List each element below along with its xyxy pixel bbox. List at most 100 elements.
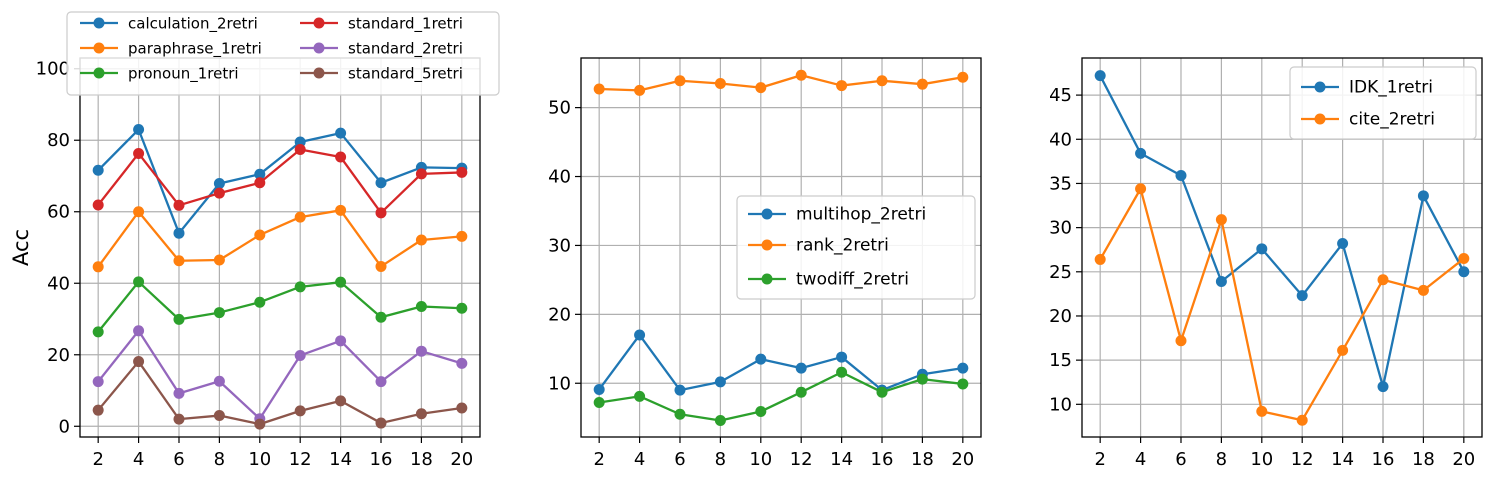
legend-marker (761, 273, 773, 285)
data-point (634, 329, 646, 341)
data-point (1337, 344, 1349, 356)
series-line (97, 329, 463, 420)
data-point (173, 255, 185, 267)
series-IDK_1retri (1094, 70, 1470, 393)
data-point (456, 166, 468, 178)
data-point (916, 78, 928, 90)
data-point (133, 356, 145, 368)
chart-panel-2: 2 4 6 8 10 12 14 16 18 20 10 20 30 40 50 multihop_2retr… (548, 57, 982, 470)
data-point (1377, 274, 1389, 286)
y-tick-label: 40 (548, 167, 571, 188)
legend-item: calculation_2retri (80, 15, 258, 34)
series-standard_1retri (92, 144, 468, 219)
data-point (335, 335, 347, 347)
series-line (97, 148, 462, 214)
x-tick-label: 12 (1291, 449, 1314, 470)
legend-marker (93, 67, 105, 79)
data-point (1296, 290, 1308, 302)
series-twodiff_2retri (593, 366, 969, 426)
x-tick-label: 4 (634, 449, 645, 470)
legend-label: paraphrase_1retri (128, 40, 262, 59)
x-tick-label: 14 (1331, 449, 1354, 470)
series-rank_2retri (593, 69, 969, 96)
data-point (335, 395, 347, 407)
data-point (957, 378, 969, 390)
legend-label: twodiff_2retri (796, 270, 909, 290)
data-point (335, 127, 347, 139)
data-point (674, 75, 686, 87)
x-tick-label: 18 (410, 449, 433, 470)
y-tick-label: 0 (59, 416, 70, 437)
data-point (1256, 243, 1268, 255)
data-point (254, 168, 266, 180)
legend-label: cite_2retri (1349, 110, 1435, 130)
data-point (1215, 214, 1227, 226)
legend-label: calculation_2retri (128, 15, 258, 34)
data-point (957, 362, 969, 374)
x-tick-label: 2 (593, 449, 604, 470)
data-point (674, 408, 686, 420)
x-tick-label: 18 (911, 449, 934, 470)
data-point (133, 325, 145, 337)
y-tick-label: 10 (1049, 394, 1072, 415)
y-tick-label: 60 (47, 202, 70, 223)
y-tick-label: 20 (47, 345, 70, 366)
y-tick-label: 45 (1049, 85, 1072, 106)
x-tick-label: 6 (674, 449, 685, 470)
x-tick-label: 4 (133, 449, 144, 470)
data-point (1417, 190, 1429, 202)
data-point (213, 177, 225, 189)
legend-label: multihop_2retri (796, 205, 926, 225)
x-tick-label: 20 (450, 449, 473, 470)
data-point (1337, 238, 1349, 250)
x-tick-label: 10 (248, 449, 271, 470)
data-point (1215, 276, 1227, 288)
series-line (97, 209, 462, 268)
legend-item: standard_1retri (300, 15, 463, 34)
data-point (92, 261, 104, 273)
data-point (133, 124, 145, 136)
legend-item: standard_5retri (300, 65, 463, 84)
y-tick-label: 80 (47, 130, 70, 151)
data-point (415, 345, 427, 357)
legend-label: rank_2retri (796, 236, 889, 256)
data-point (92, 326, 104, 338)
data-point (294, 211, 306, 223)
data-point (714, 77, 726, 89)
legend-label: standard_1retri (348, 15, 463, 34)
data-point (213, 307, 225, 319)
data-point (375, 207, 387, 219)
legend-marker (761, 208, 773, 220)
legend-label: standard_5retri (348, 65, 463, 84)
legend-label: IDK_1retri (1349, 78, 1433, 98)
data-point (254, 296, 266, 308)
x-tick-label: 14 (830, 449, 853, 470)
data-point (173, 387, 185, 399)
y-tick-label: 40 (47, 273, 70, 294)
data-point (876, 386, 888, 398)
data-point (335, 276, 347, 288)
x-tick-label: 2 (92, 449, 103, 470)
data-point (593, 383, 605, 395)
legend-box (736, 195, 976, 300)
x-tick-label: 10 (749, 449, 772, 470)
y-tick-label: 10 (548, 373, 571, 394)
data-point (254, 177, 266, 189)
legend-marker (761, 239, 773, 251)
data-point (593, 83, 605, 95)
y-tick-label: 20 (548, 304, 571, 325)
series-line (599, 371, 963, 422)
data-point (593, 397, 605, 409)
data-point (133, 206, 145, 218)
data-point (375, 177, 387, 189)
y-axis-label: Acc (9, 229, 33, 266)
data-point (714, 376, 726, 388)
data-point (254, 418, 266, 430)
legend-box (66, 11, 500, 96)
legend-marker (313, 67, 325, 79)
data-point (173, 199, 185, 211)
y-tick-label: 15 (1049, 350, 1072, 371)
data-point (254, 229, 266, 241)
axes-frame (580, 57, 982, 438)
data-point (415, 168, 427, 180)
